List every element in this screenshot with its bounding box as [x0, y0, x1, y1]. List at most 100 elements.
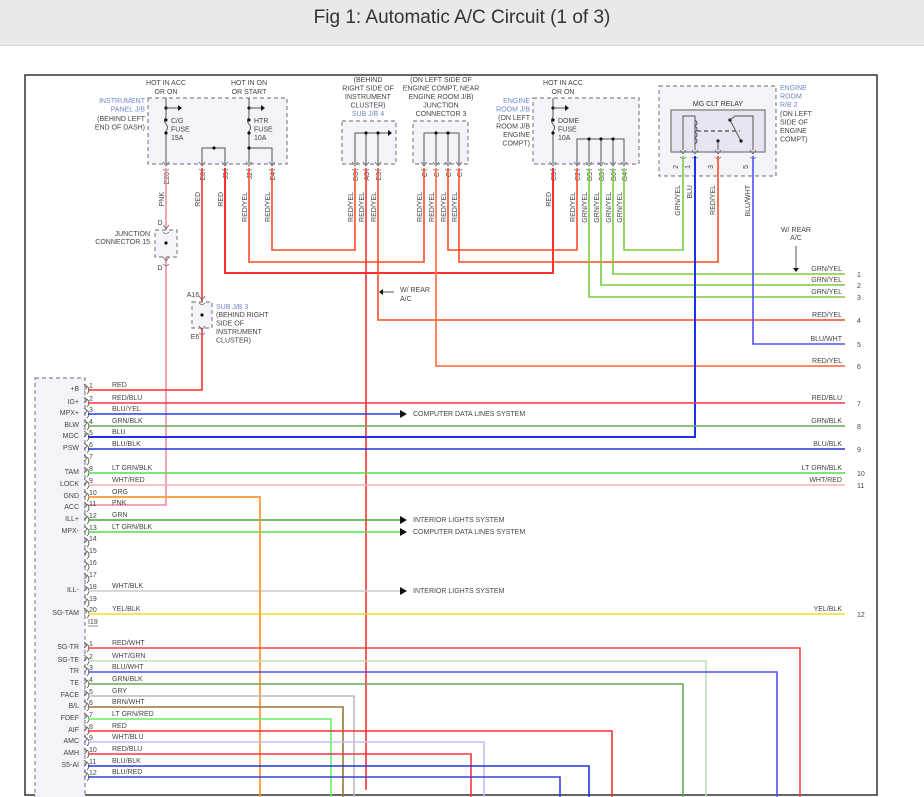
label: COMPT) — [780, 137, 808, 144]
splice-dot — [247, 131, 251, 135]
pin-number: 18 — [89, 584, 97, 591]
pin-number: 5 — [89, 689, 93, 696]
pin-number: 15 — [89, 548, 97, 555]
label: ROOM — [780, 94, 802, 101]
wire-color-label: GRN/YEL — [675, 185, 682, 216]
wire-color-label: RED/YEL — [359, 192, 366, 222]
pin-number: 11 — [89, 759, 96, 766]
terminal-icon — [83, 454, 90, 466]
continuation-number: 5 — [857, 342, 861, 349]
pin-label: G5 — [587, 172, 594, 181]
label: CONNECTOR 3 — [416, 111, 467, 118]
wire-color-label: RED — [546, 192, 553, 207]
wire-color-label: RED/YEL — [242, 192, 249, 222]
terminal-name: +B — [70, 386, 79, 393]
pin-number: 4 — [89, 419, 93, 426]
terminal-name: SG-TE — [58, 657, 80, 664]
pin-number: 6 — [89, 442, 93, 449]
continuation-number: 1 — [857, 272, 861, 279]
sub-jb-4 — [341, 120, 397, 165]
label: INSTRUMENT — [99, 98, 146, 105]
terminal-name: AMC — [63, 738, 79, 745]
label: OR ON — [155, 89, 178, 96]
label: ROOM J/B — [496, 124, 530, 131]
wire-color-label: LT GRN/BLK — [112, 524, 153, 531]
arrow-icon — [388, 130, 392, 136]
wire-color-label: GRY — [112, 688, 127, 695]
junction-connector-3 — [412, 120, 469, 165]
terminal-name: BLW — [64, 422, 79, 429]
wire-color-label: GRN/YEL — [606, 192, 613, 223]
wire-red-yel-e4 — [271, 168, 356, 251]
pin-number: 9 — [89, 478, 93, 485]
wire-color-label: BRN/WHT — [112, 699, 145, 706]
pin-label: A3 — [364, 172, 371, 181]
wire-color-label: BLU/WHT — [745, 184, 752, 216]
wire-color-label: GRN/YEL — [811, 289, 842, 296]
label: ENGINE — [503, 132, 530, 139]
wire-color-label: RED/YEL — [452, 192, 459, 222]
terminal-icon — [83, 430, 90, 442]
wire-color-label: WHT/GRN — [112, 653, 145, 660]
terminal-icon — [162, 256, 170, 266]
wire-color-label: YEL/BLK — [814, 606, 843, 613]
wire-color-label: GRN/BLK — [811, 418, 842, 425]
label: COMPT) — [502, 141, 530, 148]
splice-dot — [376, 131, 380, 135]
pin-label: 3 — [708, 165, 715, 169]
wire-color-label: RED/BLU — [112, 746, 142, 753]
arrow-icon — [400, 587, 407, 595]
terminal-icon — [83, 560, 90, 572]
pin-label: E8 — [200, 172, 207, 181]
label: HOT IN ACC — [146, 80, 186, 87]
terminal-name: FACE — [61, 692, 80, 699]
label: END OF DASH) — [95, 125, 145, 132]
pin-label: C — [434, 172, 441, 177]
wire-color-label: BLU/BLK — [813, 441, 842, 448]
wire-color-label: BLU/WHT — [811, 336, 843, 343]
wire-b-6 — [88, 706, 344, 797]
fuse-label: 15A — [171, 135, 184, 142]
terminal-name: IG+ — [68, 399, 79, 406]
pin-number: 3 — [89, 665, 93, 672]
terminal-name: B/L — [68, 703, 79, 710]
wire-color-label: RED/BLU — [812, 395, 842, 402]
wire-end-1 — [612, 168, 845, 275]
label: (BEHIND LEFT — [97, 116, 146, 123]
fuse-label: FUSE — [171, 127, 190, 134]
pin-number: 11 — [89, 501, 96, 508]
wire-color-label: PNK — [159, 192, 166, 207]
label: PANEL J/B — [111, 107, 146, 114]
wire-relay-2 — [623, 156, 684, 251]
label: ENGINE — [503, 98, 530, 105]
wire-color-label: LT GRN/BLK — [112, 465, 153, 472]
wire-color-label: RED/YEL — [417, 192, 424, 222]
terminal-icon — [162, 224, 170, 234]
wire-color-label: GRN/YEL — [811, 266, 842, 273]
pin-label: J5 — [223, 172, 230, 180]
internal-line — [423, 132, 460, 164]
pin-number: 2 — [89, 654, 93, 661]
pin-label: C — [457, 172, 464, 177]
wire-color-label: RED — [112, 382, 127, 389]
wire-b-9 — [88, 741, 485, 797]
arrow-icon — [400, 528, 407, 536]
diagram-frame — [24, 74, 878, 796]
wire-red-j5 — [224, 168, 554, 274]
wire-end-5 — [752, 156, 845, 345]
splice-dot — [739, 139, 743, 143]
terminal-icon — [83, 596, 90, 608]
wire-color-label: RED — [112, 723, 127, 730]
label: W/ REAR — [781, 227, 811, 234]
wire-color-label: BLU — [687, 185, 694, 199]
relay-coil-icon — [694, 119, 698, 145]
fuse-label: HTR — [254, 118, 268, 125]
system-reference: INTERIOR LIGHTS SYSTEM — [413, 517, 505, 524]
wire-b-4 — [88, 683, 684, 797]
arrow-icon — [400, 516, 407, 524]
pin-number: 9 — [89, 735, 93, 742]
pin-number: 8 — [89, 466, 93, 473]
connector-id: I19 — [88, 619, 98, 626]
terminal-name: AMH — [63, 750, 79, 757]
label: ENGINE — [780, 85, 807, 92]
